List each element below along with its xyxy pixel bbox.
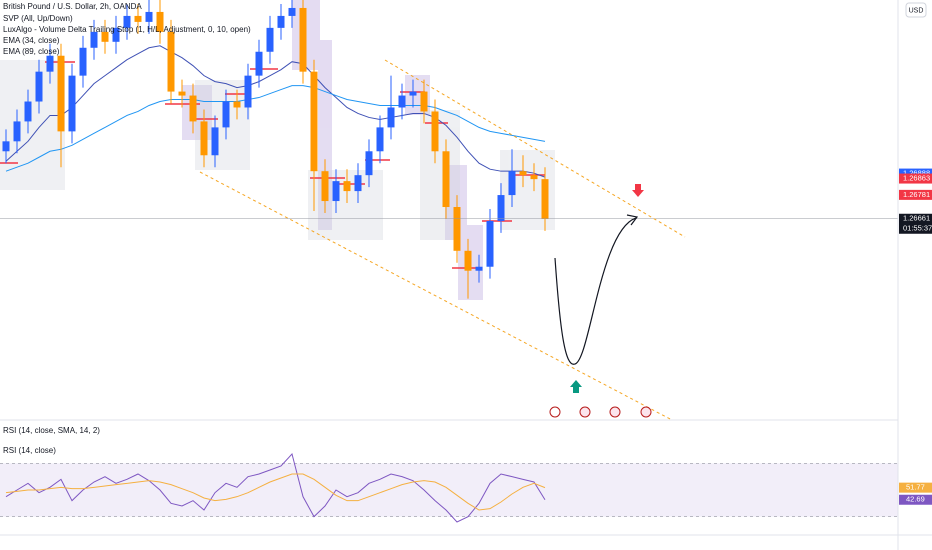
event-icon[interactable] — [609, 406, 621, 418]
down-arrow — [632, 184, 644, 197]
candle-body — [134, 15, 142, 22]
candle-body — [79, 47, 87, 76]
legend-text: RSI (14, close) — [3, 446, 56, 455]
price-tag-label: 1.26863 — [903, 174, 930, 183]
candle-body — [46, 55, 54, 72]
candle-body — [420, 91, 428, 112]
ema-line — [5, 85, 546, 172]
candle-body — [167, 31, 175, 92]
price-tag-label: 1.26888 — [903, 169, 930, 178]
candle-body — [156, 11, 164, 32]
candle-body — [68, 75, 76, 132]
candle-body — [508, 171, 516, 196]
channel-lower — [199, 171, 673, 421]
candle-body — [376, 127, 384, 152]
candle-body — [464, 250, 472, 271]
candle-body — [211, 127, 219, 156]
price-tag-label: 1.26661 — [903, 214, 930, 223]
candle-body — [35, 71, 43, 102]
candle-body — [123, 15, 131, 28]
box — [0, 60, 65, 190]
price-tag — [899, 173, 932, 184]
candle-body — [24, 101, 32, 122]
candle-body — [321, 171, 329, 202]
legend-text: EMA (34, close) — [3, 36, 60, 45]
price-tag — [899, 213, 932, 234]
value-tag-label: 42.69 — [906, 495, 925, 504]
chart-title: British Pound / U.S. Dollar, 2h, OANDA — [3, 2, 142, 11]
candle-body — [266, 27, 274, 52]
candle-body — [277, 15, 285, 28]
candle-body — [332, 181, 340, 202]
candle-body — [288, 7, 296, 16]
candle-body — [519, 171, 527, 176]
value-tag — [899, 482, 932, 493]
event-icon[interactable] — [579, 406, 591, 418]
candle-body — [200, 121, 208, 156]
price-axis — [898, 0, 932, 550]
box — [445, 165, 467, 240]
candle-body — [2, 141, 10, 152]
candle-body — [431, 111, 439, 152]
candle-body — [541, 179, 549, 219]
ema-line — [5, 45, 546, 178]
currency-box[interactable] — [905, 2, 927, 18]
candle-body — [57, 55, 65, 132]
candle-body — [112, 27, 120, 42]
candle-body — [343, 181, 351, 192]
candle-body — [222, 101, 230, 128]
countdown: 01:55:37 — [903, 224, 932, 233]
candle-body — [255, 51, 263, 76]
candle-body — [497, 195, 505, 221]
currency: USD — [909, 7, 924, 14]
candle-body — [299, 7, 307, 72]
drawings — [199, 59, 686, 421]
candle-body — [398, 95, 406, 108]
value-tag-label: 51.77 — [906, 483, 925, 492]
candle-body — [453, 207, 461, 251]
candle-body — [310, 71, 318, 172]
event-icon[interactable] — [549, 406, 561, 418]
event-icon[interactable] — [640, 406, 652, 418]
candle-body — [409, 91, 417, 96]
candle-body — [486, 220, 494, 267]
candle-body — [475, 266, 483, 271]
legend-text: EMA (89, close) — [3, 47, 60, 56]
events — [549, 406, 652, 418]
candle-body — [442, 151, 450, 208]
rsi-line — [5, 473, 546, 511]
candle-body — [178, 91, 186, 96]
box — [308, 170, 383, 240]
up-arrow — [570, 380, 582, 393]
legend-text: LuxAlgo - Volume Delta Trailing Stop (1,… — [3, 25, 251, 34]
projection-curve — [554, 217, 637, 365]
price-tag-label: 1.26781 — [903, 190, 930, 199]
candle-body — [244, 75, 252, 108]
candle-body — [101, 31, 109, 42]
candle-body — [365, 151, 373, 176]
plot — [0, 0, 898, 523]
candle-body — [354, 175, 362, 192]
box — [420, 110, 460, 240]
candle-body — [233, 101, 241, 108]
rsi-title: RSI (14, close, SMA, 14, 2) — [3, 426, 100, 435]
channel-upper — [384, 59, 686, 238]
candle-body — [13, 121, 21, 142]
rsi-line — [5, 452, 546, 523]
legend-text: SVP (All, Up/Down) — [3, 14, 73, 23]
value-tag — [899, 494, 932, 505]
candle-body — [90, 31, 98, 48]
candle-body — [189, 95, 197, 122]
candle-body — [145, 11, 153, 22]
candle-body — [387, 107, 395, 128]
price-tag — [899, 189, 932, 200]
arrow-head — [626, 214, 639, 226]
candle-body — [530, 175, 538, 180]
